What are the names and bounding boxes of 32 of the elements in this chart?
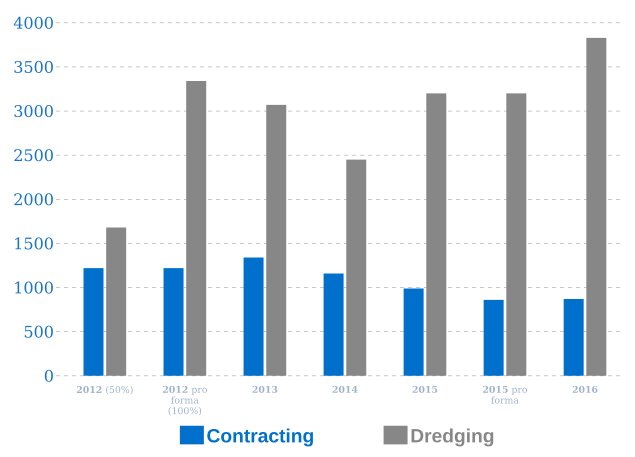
y-tick-label: 4000 (14, 16, 53, 29)
legend-label: Contracting (207, 428, 313, 446)
bar (244, 258, 264, 376)
bar (586, 38, 606, 376)
y-tick-label: 500 (24, 326, 53, 338)
legend-label: Dredging (412, 428, 494, 446)
x-tick-label: 2016 (572, 386, 598, 393)
bar (564, 299, 584, 376)
bar (324, 273, 344, 376)
bar (106, 228, 126, 376)
bar (346, 160, 366, 376)
y-tick-label: 1000 (15, 282, 53, 294)
bar (84, 268, 104, 376)
y-tick-label: 2000 (14, 193, 53, 206)
x-tick-label: 2015 pro forma (483, 386, 528, 404)
y-tick-label: 0 (44, 370, 53, 382)
x-tick-label: 2014 (332, 386, 358, 393)
x-tick-label: 2012 (50%) (76, 386, 133, 394)
y-tick-label: 3500 (14, 60, 53, 73)
bar (506, 93, 526, 376)
bar (426, 93, 446, 376)
bar (164, 268, 184, 376)
x-tick-label: 2012 pro forma (100%) (162, 386, 207, 416)
x-tick-label: 2015 (412, 386, 438, 393)
bar (186, 81, 206, 376)
y-tick-label: 2500 (14, 149, 53, 162)
y-tick-label: 3000 (14, 105, 53, 118)
bar (266, 104, 286, 376)
y-tick-label: 1500 (15, 237, 53, 250)
x-tick-label: 2013 (252, 386, 278, 393)
bar (484, 300, 504, 376)
bar (404, 288, 424, 376)
